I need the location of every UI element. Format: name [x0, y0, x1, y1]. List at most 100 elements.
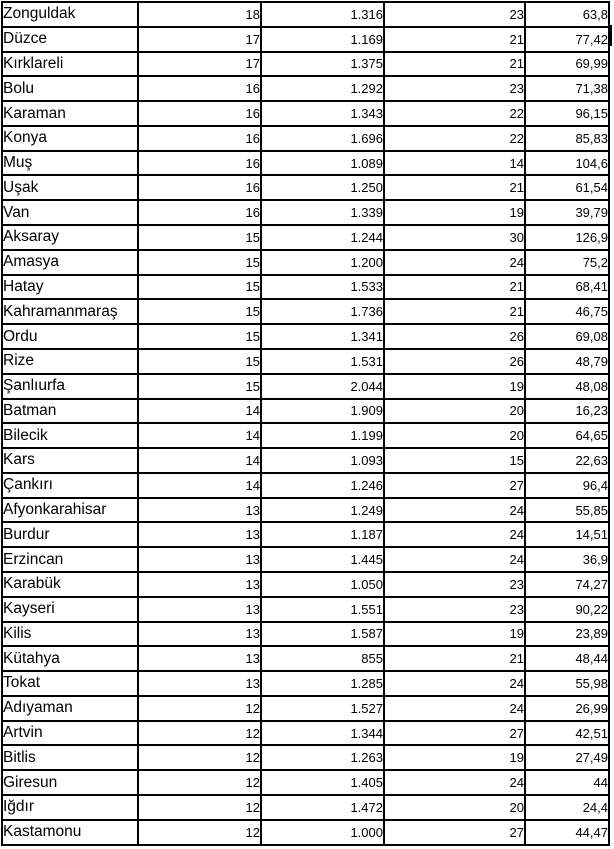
- value-cell-4[interactable]: 48,79: [524, 347, 610, 375]
- value-cell-4[interactable]: 14,51: [524, 521, 610, 549]
- province-cell[interactable]: Adıyaman: [1, 694, 139, 722]
- value-cell-3[interactable]: 24: [383, 496, 526, 524]
- value-cell-3[interactable]: 19: [383, 199, 526, 227]
- value-cell-2[interactable]: 855: [260, 645, 385, 673]
- province-cell[interactable]: Uşak: [1, 174, 139, 202]
- value-cell-4[interactable]: 24,4: [524, 794, 610, 821]
- value-cell-4[interactable]: 77,42: [524, 25, 610, 53]
- value-cell-1[interactable]: 12: [137, 769, 262, 796]
- value-cell-3[interactable]: 24: [383, 694, 526, 722]
- value-cell-4[interactable]: 71,38: [524, 75, 610, 103]
- value-cell-1[interactable]: 13: [137, 546, 262, 573]
- value-cell-3[interactable]: 24: [383, 769, 526, 796]
- value-cell-3[interactable]: 21: [383, 273, 526, 301]
- value-cell-1[interactable]: 14: [137, 422, 262, 450]
- value-cell-1[interactable]: 16: [137, 174, 262, 202]
- province-cell[interactable]: Erzincan: [1, 546, 139, 573]
- value-cell-3[interactable]: 20: [383, 794, 526, 821]
- value-cell-1[interactable]: 16: [137, 75, 262, 103]
- province-cell[interactable]: Rize: [1, 347, 139, 375]
- value-cell-1[interactable]: 16: [137, 199, 262, 227]
- value-cell-3[interactable]: 23: [383, 570, 526, 598]
- value-cell-1[interactable]: 15: [137, 248, 262, 276]
- value-cell-4[interactable]: 39,79: [524, 199, 610, 227]
- value-cell-3[interactable]: 21: [383, 25, 526, 53]
- province-cell[interactable]: Batman: [1, 397, 139, 425]
- value-cell-1[interactable]: 17: [137, 50, 262, 78]
- value-cell-4[interactable]: 96,15: [524, 100, 610, 127]
- value-cell-2[interactable]: 1.696: [260, 124, 385, 152]
- province-cell[interactable]: Afyonkarahisar: [1, 496, 139, 524]
- value-cell-2[interactable]: 1.250: [260, 174, 385, 202]
- province-cell[interactable]: Amasya: [1, 248, 139, 276]
- value-cell-4[interactable]: 75,2: [524, 248, 610, 276]
- province-cell[interactable]: Iğdır: [1, 794, 139, 821]
- province-cell[interactable]: Kırklareli: [1, 50, 139, 78]
- value-cell-4[interactable]: 26,99: [524, 694, 610, 722]
- value-cell-4[interactable]: 22,63: [524, 447, 610, 474]
- value-cell-1[interactable]: 15: [137, 273, 262, 301]
- value-cell-1[interactable]: 17: [137, 25, 262, 53]
- value-cell-4[interactable]: 46,75: [524, 298, 610, 326]
- value-cell-3[interactable]: 23: [383, 595, 526, 623]
- value-cell-2[interactable]: 1.344: [260, 719, 385, 747]
- province-cell[interactable]: Düzce: [1, 25, 139, 53]
- value-cell-3[interactable]: 30: [383, 224, 526, 251]
- value-cell-3[interactable]: 23: [383, 1, 526, 28]
- province-cell[interactable]: Karabük: [1, 570, 139, 598]
- province-cell[interactable]: Ordu: [1, 323, 139, 350]
- province-cell[interactable]: Çankırı: [1, 471, 139, 499]
- value-cell-4[interactable]: 42,51: [524, 719, 610, 747]
- province-cell[interactable]: Kilis: [1, 620, 139, 648]
- value-cell-1[interactable]: 15: [137, 372, 262, 400]
- province-cell[interactable]: Bilecik: [1, 422, 139, 450]
- province-cell[interactable]: Aksaray: [1, 224, 139, 251]
- value-cell-2[interactable]: 1.445: [260, 546, 385, 573]
- value-cell-4[interactable]: 126,9: [524, 224, 610, 251]
- value-cell-3[interactable]: 22: [383, 124, 526, 152]
- value-cell-4[interactable]: 74,27: [524, 570, 610, 598]
- value-cell-1[interactable]: 15: [137, 224, 262, 251]
- value-cell-3[interactable]: 21: [383, 298, 526, 326]
- value-cell-3[interactable]: 21: [383, 174, 526, 202]
- value-cell-4[interactable]: 55,85: [524, 496, 610, 524]
- value-cell-3[interactable]: 24: [383, 521, 526, 549]
- value-cell-2[interactable]: 1.187: [260, 521, 385, 549]
- value-cell-1[interactable]: 12: [137, 694, 262, 722]
- value-cell-4[interactable]: 68,41: [524, 273, 610, 301]
- province-cell[interactable]: Kütahya: [1, 645, 139, 673]
- value-cell-3[interactable]: 19: [383, 744, 526, 772]
- province-cell[interactable]: Kars: [1, 447, 139, 474]
- value-cell-3[interactable]: 23: [383, 75, 526, 103]
- value-cell-1[interactable]: 12: [137, 818, 262, 847]
- province-cell[interactable]: Bitlis: [1, 744, 139, 772]
- value-cell-4[interactable]: 55,98: [524, 670, 610, 697]
- value-cell-3[interactable]: 20: [383, 397, 526, 425]
- value-cell-3[interactable]: 19: [383, 620, 526, 648]
- value-cell-3[interactable]: 15: [383, 447, 526, 474]
- province-cell[interactable]: Giresun: [1, 769, 139, 796]
- value-cell-1[interactable]: 15: [137, 347, 262, 375]
- value-cell-2[interactable]: 1.343: [260, 100, 385, 127]
- value-cell-2[interactable]: 1.292: [260, 75, 385, 103]
- province-cell[interactable]: Muş: [1, 149, 139, 177]
- value-cell-3[interactable]: 26: [383, 347, 526, 375]
- province-cell[interactable]: Zonguldak: [1, 1, 139, 28]
- value-cell-4[interactable]: 27,49: [524, 744, 610, 772]
- value-cell-1[interactable]: 16: [137, 149, 262, 177]
- value-cell-1[interactable]: 13: [137, 521, 262, 549]
- province-cell[interactable]: Kahramanmaraş: [1, 298, 139, 326]
- province-cell[interactable]: Kayseri: [1, 595, 139, 623]
- value-cell-1[interactable]: 13: [137, 595, 262, 623]
- value-cell-4[interactable]: 44: [524, 769, 610, 796]
- value-cell-2[interactable]: 1.199: [260, 422, 385, 450]
- value-cell-2[interactable]: 1.341: [260, 323, 385, 350]
- value-cell-2[interactable]: 1.316: [260, 1, 385, 28]
- value-cell-1[interactable]: 13: [137, 645, 262, 673]
- value-cell-3[interactable]: 20: [383, 422, 526, 450]
- value-cell-1[interactable]: 14: [137, 471, 262, 499]
- value-cell-1[interactable]: 13: [137, 620, 262, 648]
- value-cell-4[interactable]: 63,8: [524, 1, 610, 28]
- value-cell-3[interactable]: 21: [383, 50, 526, 78]
- province-cell[interactable]: Artvin: [1, 719, 139, 747]
